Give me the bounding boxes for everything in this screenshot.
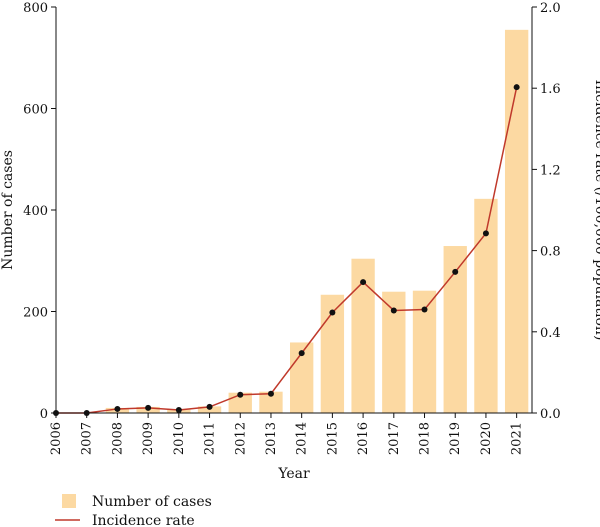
incidence-rate-line [56,87,518,414]
rate-point-2021 [513,84,520,91]
x-tick-label-2009: 2009 [141,422,156,455]
right-tick-label-0.4: 0.4 [540,326,561,341]
legend-label-cases: Number of cases [92,494,212,510]
right-tick-label-0.0: 0.0 [540,407,561,422]
left-axis-title: Number of cases [0,150,16,270]
rate-point-2019 [452,268,459,275]
x-tick-label-2007: 2007 [80,422,95,455]
rate-point-2017 [390,307,397,314]
rate-point-2008 [114,405,121,412]
rate-point-2015 [329,309,336,316]
right-tick-label-1.6: 1.6 [540,82,561,97]
bar-2017 [382,291,406,413]
x-tick-label-2019: 2019 [448,422,463,455]
x-tick-label-2018: 2018 [418,422,433,455]
left-tick-label-0: 0 [40,407,48,422]
rate-point-2012 [237,391,244,398]
x-tick-label-2010: 2010 [172,422,187,455]
x-tick-label-2013: 2013 [264,422,279,455]
left-tick-label-200: 200 [23,306,48,321]
bar-2018 [412,290,437,413]
x-tick-label-2015: 2015 [325,422,340,455]
rate-point-2009 [145,404,152,411]
x-tick-label-2020: 2020 [479,422,494,455]
x-axis-ticks: 2006 2007 2008 2009 2010 2011 2012 2013 2014 2015… [49,413,525,455]
right-tick-label-1.2: 1.2 [540,163,561,178]
x-tick-label-2021: 2021 [510,422,525,455]
x-tick-label-2012: 2012 [233,422,248,455]
x-tick-label-2016: 2016 [356,422,371,455]
right-axis-title: Incidence rate (/100,000 population) [592,80,600,341]
x-tick-label-2017: 2017 [387,422,402,455]
right-axis-ticks: 0.0 0.4 0.8 1.2 1.6 2.0 [532,1,561,422]
bar-2020 [474,198,498,413]
rate-point-2011 [206,403,213,410]
x-tick-label-2014: 2014 [295,422,310,455]
rate-point-2010 [175,406,182,413]
left-tick-label-800: 800 [23,1,48,16]
rate-point-2018 [421,306,428,313]
left-tick-label-600: 600 [23,103,48,118]
left-tick-label-400: 400 [23,204,48,219]
legend-label-rate: Incidence rate [92,513,195,527]
right-tick-label-2.0: 2.0 [540,1,561,16]
x-tick-label-2006: 2006 [49,422,64,455]
right-tick-label-0.8: 0.8 [540,245,561,260]
legend-swatch-bar [62,494,76,508]
x-tick-label-2008: 2008 [110,422,125,455]
bar-2021 [504,29,529,414]
bar-series [105,29,529,414]
legend: Number of cases Incidence rate [55,494,212,527]
bar-2015 [320,294,345,413]
x-axis-title: Year [277,466,310,482]
rate-point-2016 [360,279,367,286]
rate-point-2014 [298,350,305,357]
rate-point-2020 [482,230,489,237]
rate-point-2013 [267,390,274,397]
bar-2013 [259,391,283,413]
x-tick-label-2011: 2011 [203,422,218,455]
line-series [53,84,520,416]
left-axis-ticks: 0 200 400 600 800 [23,1,56,422]
bar-2019 [443,246,467,413]
bar-2016 [351,258,375,413]
